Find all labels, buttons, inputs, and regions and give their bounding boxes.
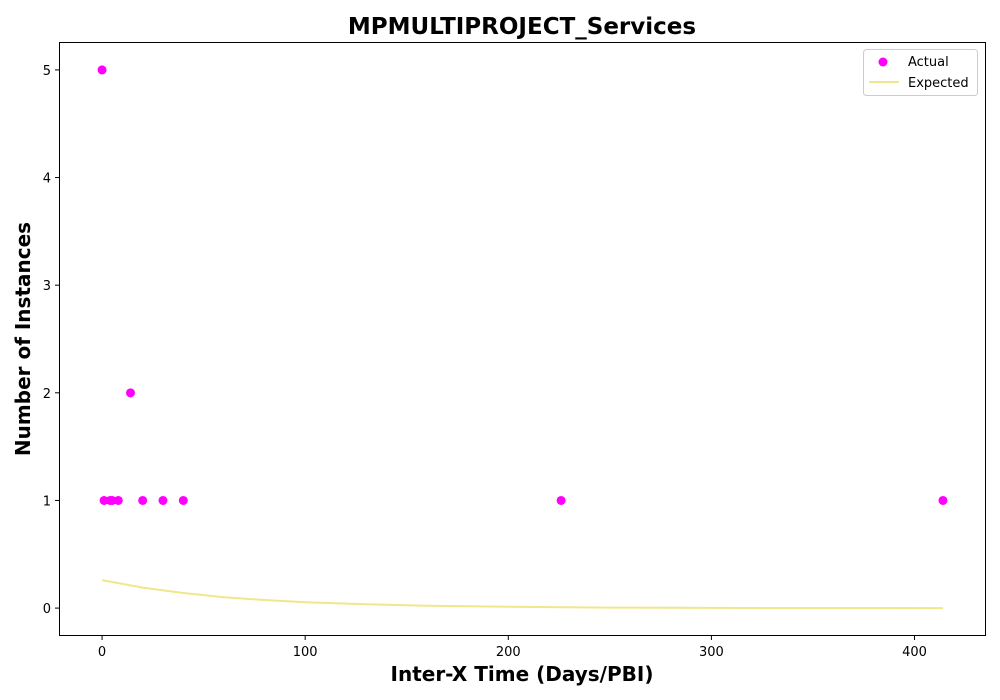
x-tick-label: 400 (902, 645, 927, 660)
legend-label-actual: Actual (908, 55, 949, 70)
plot-frame (60, 43, 986, 636)
y-tick-label: 3 (43, 279, 51, 294)
x-tick-label: 0 (98, 645, 106, 660)
y-tick-label: 0 (43, 602, 51, 617)
actual-point (557, 496, 566, 505)
x-tick-label: 100 (293, 645, 318, 660)
actual-point (138, 496, 147, 505)
actual-point (126, 388, 135, 397)
actual-point (158, 496, 167, 505)
x-tick-label: 200 (496, 645, 521, 660)
y-axis-label: Number of Instances (11, 222, 35, 456)
legend-label-expected: Expected (908, 76, 969, 91)
actual-point (114, 496, 123, 505)
y-tick-label: 4 (43, 172, 51, 187)
chart-title: MPMULTIPROJECT_Services (348, 14, 696, 40)
y-tick-label: 5 (43, 64, 51, 79)
actual-point (179, 496, 188, 505)
legend-marker-actual (879, 58, 888, 67)
actual-point (98, 65, 107, 74)
y-tick-label: 1 (43, 494, 51, 509)
y-axis: 0 1 2 3 4 5 (43, 64, 60, 617)
x-axis: 0 100 200 300 400 (98, 635, 927, 660)
y-tick-label: 2 (43, 387, 51, 402)
x-tick-label: 300 (699, 645, 724, 660)
expected-series (102, 580, 943, 608)
expected-line (102, 580, 943, 608)
actual-series (98, 65, 948, 505)
actual-point (938, 496, 947, 505)
x-axis-label: Inter-X Time (Days/PBI) (391, 662, 654, 686)
legend: Actual Expected (864, 50, 978, 96)
